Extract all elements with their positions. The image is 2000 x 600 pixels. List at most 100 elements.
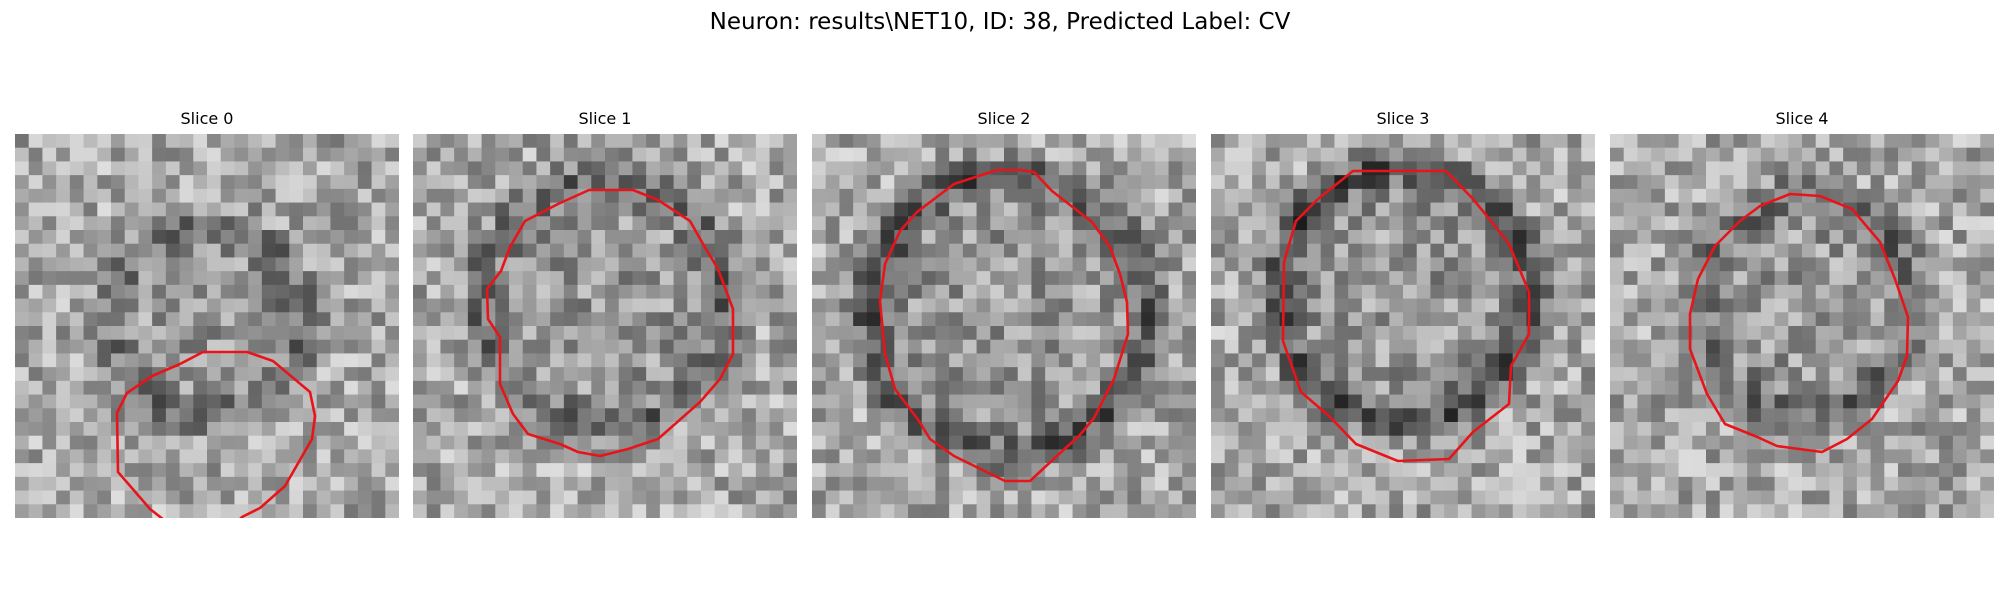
pixel <box>1553 463 1569 478</box>
pixel <box>1581 490 1595 505</box>
pixel <box>357 161 373 176</box>
pixel <box>1375 463 1390 478</box>
pixel <box>866 175 882 190</box>
pixel <box>825 188 841 204</box>
pixel <box>193 134 208 149</box>
pixel <box>908 312 923 327</box>
contour-outline <box>1688 192 1910 454</box>
pixel <box>1004 188 1019 204</box>
pixel <box>1733 243 1748 259</box>
pixel <box>1430 216 1445 231</box>
pixel <box>426 188 442 204</box>
pixel <box>1980 422 1994 437</box>
pixel <box>1224 435 1240 451</box>
pixel <box>303 476 318 492</box>
pixel <box>440 326 455 341</box>
pixel <box>783 147 797 163</box>
pixel <box>949 188 964 204</box>
pixel <box>1581 449 1595 464</box>
pixel <box>825 476 841 492</box>
pixel <box>1182 339 1196 355</box>
pixel <box>728 339 743 355</box>
pixel <box>1581 367 1595 382</box>
pixel <box>1045 463 1060 478</box>
pixel <box>1898 422 1913 437</box>
pixel <box>275 490 290 505</box>
pixel <box>522 284 538 300</box>
pixel <box>1843 257 1858 272</box>
pixel <box>1870 504 1885 518</box>
pixel <box>413 216 428 231</box>
pixel <box>894 326 909 341</box>
pixel <box>894 257 909 272</box>
pixel <box>179 243 194 259</box>
pixel <box>467 298 483 313</box>
pixel <box>1238 367 1253 382</box>
pixel <box>1444 353 1459 368</box>
pixel <box>921 271 937 286</box>
pixel <box>261 284 277 300</box>
pixel <box>1843 380 1858 396</box>
pixel <box>1224 188 1240 204</box>
pixel <box>1279 490 1294 505</box>
pixel <box>467 408 483 423</box>
pixel <box>1211 326 1226 341</box>
pixel <box>1471 380 1486 396</box>
pixel <box>1238 422 1253 437</box>
pixel <box>659 175 675 190</box>
pixel <box>1553 175 1569 190</box>
pixel <box>1141 449 1156 464</box>
pixel <box>56 161 71 176</box>
pixel <box>1925 134 1940 149</box>
pixel <box>111 134 126 149</box>
pixel <box>371 257 386 272</box>
pixel <box>1141 435 1156 451</box>
pixel <box>1141 422 1156 437</box>
pixel <box>1265 408 1281 423</box>
pixel <box>769 435 784 451</box>
pixel <box>1100 339 1115 355</box>
pixel <box>1154 353 1170 368</box>
pixel <box>536 161 551 176</box>
pixel <box>1856 367 1872 382</box>
pixel <box>1334 147 1349 163</box>
pixel <box>1692 230 1707 245</box>
pixel <box>1224 326 1240 341</box>
pixel <box>220 339 236 355</box>
pixel <box>536 367 551 382</box>
pixel <box>1182 161 1196 176</box>
pixel <box>591 490 606 505</box>
pixel <box>949 271 964 286</box>
pixel <box>1127 257 1142 272</box>
pixel <box>1911 380 1927 396</box>
pixel <box>97 326 112 341</box>
pixel <box>1719 161 1735 176</box>
pixel <box>976 298 991 313</box>
pixel <box>165 216 181 231</box>
pixel <box>1952 463 1968 478</box>
pixel <box>97 504 112 518</box>
pixel <box>330 326 345 341</box>
pixel <box>97 284 112 300</box>
pixel <box>536 408 551 423</box>
pixel <box>1692 175 1707 190</box>
pixel <box>769 380 784 396</box>
pixel <box>1719 367 1735 382</box>
pixel <box>1017 188 1033 204</box>
pixel <box>1004 435 1019 451</box>
pixel <box>1884 161 1899 176</box>
pixel <box>990 367 1005 382</box>
pixel <box>83 422 98 437</box>
pixel <box>481 284 496 300</box>
pixel <box>357 147 373 163</box>
pixel <box>1113 490 1129 505</box>
pixel <box>825 490 841 505</box>
pixel <box>1911 463 1927 478</box>
pixel <box>1939 380 1954 396</box>
pixel <box>207 394 222 409</box>
pixel <box>440 271 455 286</box>
pixel <box>632 134 647 149</box>
pixel <box>261 216 277 231</box>
pixel <box>385 435 399 451</box>
pixel <box>97 422 112 437</box>
